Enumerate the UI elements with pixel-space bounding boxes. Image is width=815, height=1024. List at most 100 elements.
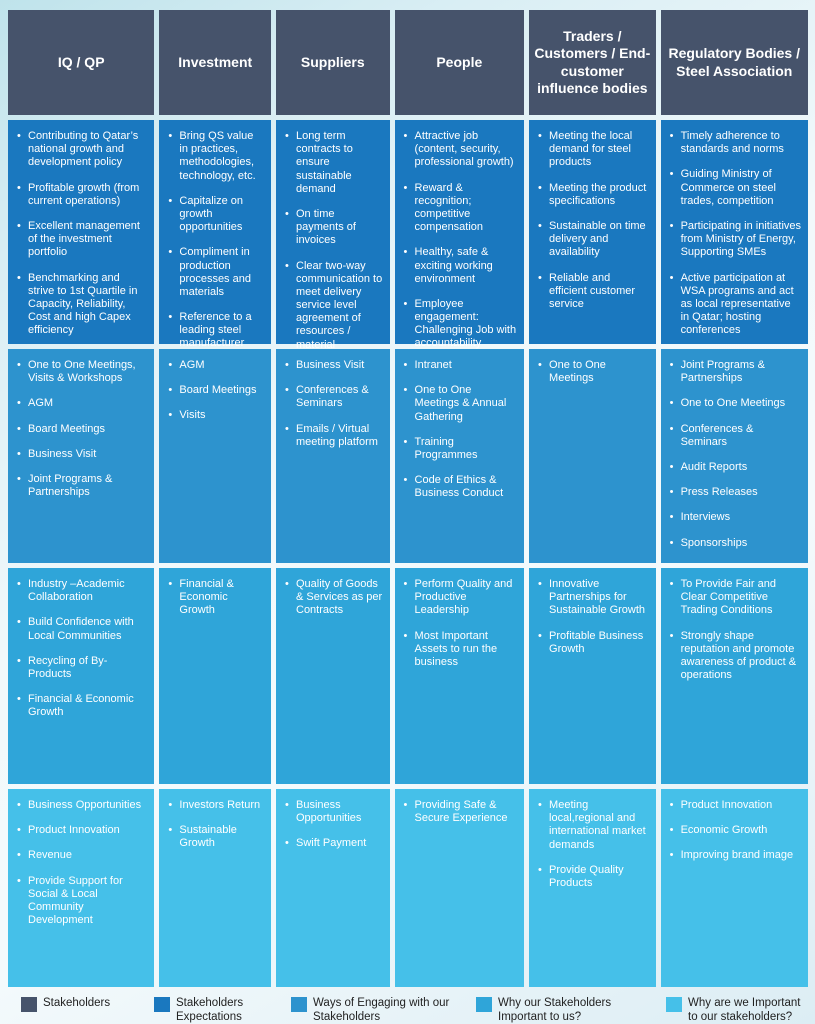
bullet-item: Capitalize on growth opportunities (168, 195, 265, 235)
bullet-item: Conferences & Seminars (285, 384, 384, 410)
bullet-item: AGM (17, 397, 148, 410)
bullet-item: Providing Safe & Secure Experience (404, 799, 519, 825)
bullet-item: Active participation at WSA programs and… (670, 272, 802, 338)
bullet-item: Joint Programs & Partnerships (670, 359, 802, 385)
bullet-item: One to One Meetings (670, 397, 802, 410)
cell-regulatory-bodies-we_important: Product Innovation Economic Growth Impro… (660, 789, 808, 987)
bullet-item: Meeting local,regional and international… (538, 799, 650, 852)
cell-investment-engaging: AGM Board Meetings Visits (159, 349, 271, 563)
cell-traders-customers-engaging: One to One Meetings (529, 349, 656, 563)
header-people: People (394, 10, 525, 115)
bullet-item: Contributing to Qatar’s national growth … (17, 130, 148, 170)
cell-iq-qp-expectations: Contributing to Qatar’s national growth … (8, 120, 155, 344)
bullet-item: Bring QS value in practices, methodologi… (168, 130, 265, 183)
bullet-item: Economic Growth (670, 824, 802, 837)
bullet-item: Quality of Goods & Services as per Contr… (285, 578, 384, 618)
header-regulatory-bodies: Regulatory Bodies / Steel Association (660, 10, 808, 115)
bullet-list: Meeting the local demand for steel produ… (538, 130, 650, 311)
cell-iq-qp-engaging: One to One Meetings, Visits & Workshops … (8, 349, 155, 563)
bullet-list: Business Opportunities Swift Payment (285, 799, 384, 851)
stakeholder-matrix: IQ / QP Investment Suppliers People Trad… (8, 10, 808, 987)
bullet-item: One to One Meetings (538, 359, 650, 385)
bullet-item: Code of Ethics & Business Conduct (404, 474, 519, 500)
column-header-label: IQ / QP (57, 53, 105, 70)
bullet-item: Participating in initiatives from Minist… (670, 220, 802, 260)
bullet-item: Reward & recognition; competitive compen… (404, 182, 519, 235)
bullet-list: Business Visit Conferences & Seminars Em… (285, 359, 384, 449)
bullet-item: Meeting the local demand for steel produ… (538, 130, 650, 170)
bullet-item: Provide Support for Social & Local Commu… (17, 875, 148, 928)
bullet-item: One to One Meetings & Annual Gathering (404, 384, 519, 424)
cell-people-important_to_us: Perform Quality and Productive Leadershi… (394, 568, 525, 784)
bullet-item: Innovative Partnerships for Sustainable … (538, 578, 650, 618)
bullet-item: Excellent management of the investment p… (17, 220, 148, 260)
bullet-list: Providing Safe & Secure Experience (404, 799, 519, 825)
cell-suppliers-engaging: Business Visit Conferences & Seminars Em… (276, 349, 390, 563)
header-traders-customers: Traders / Customers / End-customer influ… (529, 10, 656, 115)
legend-item-0: Stakeholders (21, 996, 154, 1024)
legend-swatch-icon (21, 997, 37, 1012)
cell-regulatory-bodies-expectations: Timely adherence to standards and norms … (660, 120, 808, 344)
header-suppliers: Suppliers (276, 10, 390, 115)
legend-item-1: Stakeholders Expectations (154, 996, 291, 1024)
bullet-item: Compliment in production processes and m… (168, 246, 265, 299)
legend-item-2: Ways of Engaging with our Stakeholders (291, 996, 476, 1024)
bullet-list: Perform Quality and Productive Leadershi… (404, 578, 519, 669)
legend-label: Ways of Engaging with our Stakeholders (313, 997, 450, 1024)
legend-swatch-icon (154, 997, 170, 1012)
legend-swatch-icon (476, 997, 492, 1012)
bullet-list: Financial & Economic Growth (168, 578, 265, 618)
bullet-item: Financial & Economic Growth (168, 578, 265, 618)
bullet-item: Press Releases (670, 486, 802, 499)
bullet-item: Recycling of By-Products (17, 655, 148, 681)
column-header-label: Traders / Customers / End-customer influ… (534, 27, 651, 97)
bullet-item: Sponsorships (670, 537, 802, 550)
bullet-list: Meeting local,regional and international… (538, 799, 650, 890)
legend-label: Why are we Important to our stakeholders… (688, 997, 801, 1024)
bullet-item: Joint Programs & Partnerships (17, 473, 148, 499)
bullet-item: Meeting the product specifications (538, 182, 650, 208)
cell-suppliers-expectations: Long term contracts to ensure sustainabl… (276, 120, 390, 351)
bullet-list: Industry –Academic Collaboration Build C… (17, 578, 148, 720)
cell-suppliers-we_important: Business Opportunities Swift Payment (276, 789, 390, 987)
column-header-label: People (436, 53, 483, 70)
bullet-item: Board Meetings (17, 423, 148, 436)
cell-investment-expectations: Bring QS value in practices, methodologi… (159, 120, 271, 349)
bullet-list: Attractive job (content, security, profe… (404, 130, 519, 351)
bullet-item: Audit Reports (670, 461, 802, 474)
bullet-item: Benchmarking and strive to 1st Quartile … (17, 272, 148, 338)
bullet-item: Intranet (404, 359, 519, 372)
header-investment: Investment (159, 10, 271, 115)
bullet-item: Reliable and efficient customer service (538, 272, 650, 312)
bullet-item: Profitable growth (from current operatio… (17, 182, 148, 208)
bullet-item: Financial & Economic Growth (17, 693, 148, 719)
bullet-list: Contributing to Qatar’s national growth … (17, 130, 148, 337)
bullet-list: Quality of Goods & Services as per Contr… (285, 578, 384, 618)
bullet-list: Bring QS value in practices, methodologi… (168, 130, 265, 351)
cell-iq-qp-we_important: Business Opportunities Product Innovatio… (8, 789, 155, 987)
cell-iq-qp-important_to_us: Industry –Academic Collaboration Build C… (8, 568, 155, 784)
cell-regulatory-bodies-engaging: Joint Programs & Partnerships One to One… (660, 349, 808, 563)
bullet-item: Long term contracts to ensure sustainabl… (285, 130, 384, 196)
bullet-list: One to One Meetings (538, 359, 650, 385)
legend-swatch-icon (666, 997, 682, 1012)
cell-investment-important_to_us: Financial & Economic Growth (159, 568, 271, 784)
cell-traders-customers-we_important: Meeting local,regional and international… (529, 789, 656, 987)
cell-people-engaging: Intranet One to One Meetings & Annual Ga… (394, 349, 525, 563)
bullet-list: Product Innovation Economic Growth Impro… (670, 799, 802, 863)
legend-label: Stakeholders Expectations (176, 997, 244, 1024)
header-iq-qp: IQ / QP (8, 10, 155, 115)
legend-item-3: Why our Stakeholders Important to us? (476, 996, 666, 1024)
bullet-item: Sustainable on time delivery and availab… (538, 220, 650, 260)
bullet-item: Swift Payment (285, 837, 384, 850)
bullet-item: Board Meetings (168, 384, 265, 397)
legend: Stakeholders Stakeholders Expectations W… (8, 996, 808, 1024)
bullet-item: Conferences & Seminars (670, 423, 802, 449)
cell-traders-customers-important_to_us: Innovative Partnerships for Sustainable … (529, 568, 656, 784)
bullet-item: Clear two-way communication to meet deli… (285, 260, 384, 352)
bullet-item: Employee engagement: Challenging Job wit… (404, 298, 519, 351)
bullet-list: One to One Meetings, Visits & Workshops … (17, 359, 148, 499)
cell-investment-we_important: Investors Return Sustainable Growth (159, 789, 271, 987)
bullet-list: Long term contracts to ensure sustainabl… (285, 130, 384, 352)
